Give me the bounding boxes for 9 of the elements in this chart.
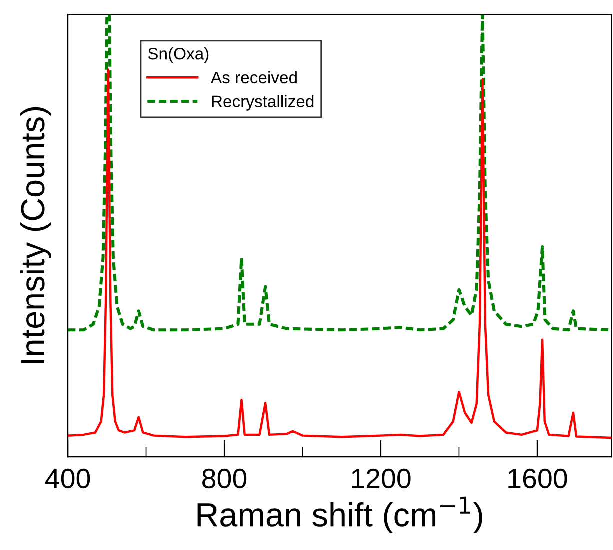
legend-title: Sn(Oxa) xyxy=(148,48,209,64)
x-tick-label: 1200 xyxy=(352,468,411,489)
x-tick-label: 800 xyxy=(202,468,247,489)
x-tick-label: 400 xyxy=(46,468,90,489)
y-axis-title: Intensity (Counts) xyxy=(20,107,52,364)
x-axis-title: Raman shift (cm$^{−1}$) xyxy=(198,496,482,534)
x-tick-label: 1600 xyxy=(508,468,568,489)
legend-label: As received xyxy=(210,71,297,84)
legend-label: Recrystallized xyxy=(212,95,314,111)
